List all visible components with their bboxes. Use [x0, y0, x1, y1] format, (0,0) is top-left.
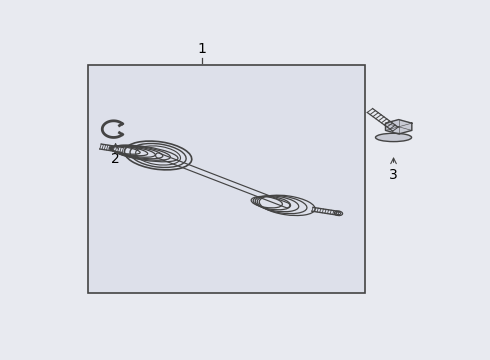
- Bar: [88, 66, 365, 293]
- Ellipse shape: [375, 133, 412, 141]
- Text: 3: 3: [389, 168, 398, 182]
- Polygon shape: [386, 120, 412, 134]
- Text: 2: 2: [111, 152, 120, 166]
- Text: 1: 1: [197, 42, 206, 56]
